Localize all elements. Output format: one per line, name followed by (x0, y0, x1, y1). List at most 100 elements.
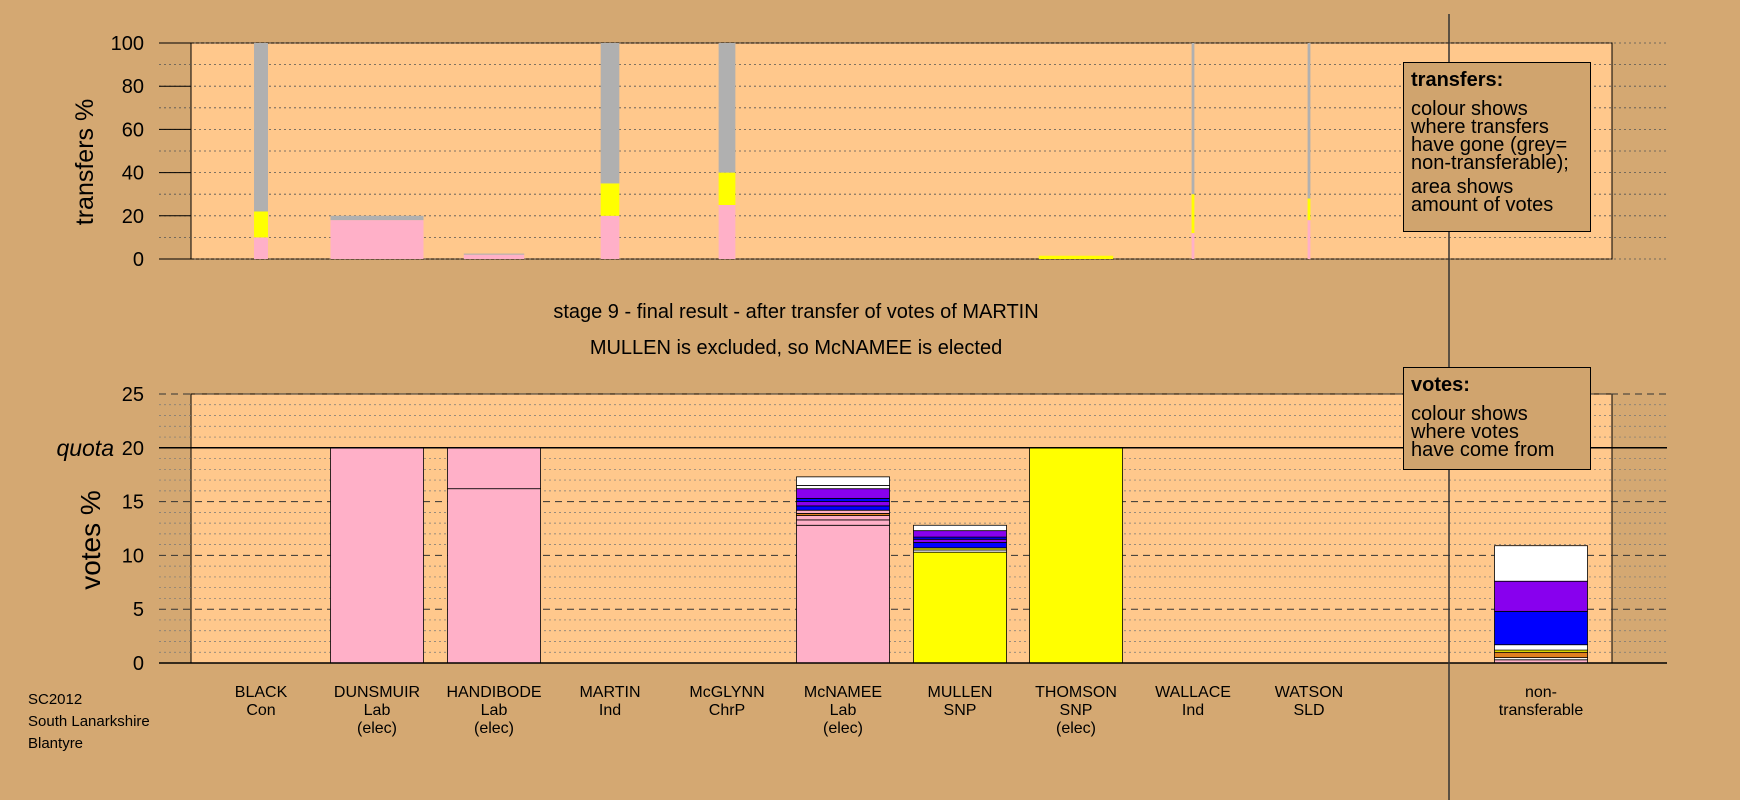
quota-label: quota (56, 435, 114, 461)
vote-bar-non-transferable (1494, 644, 1588, 651)
transfer-bar-martin (600, 43, 620, 184)
candidate-party: Lab (481, 702, 508, 719)
vote-bar-non-transferable (1494, 610, 1588, 646)
nontransferable-label: non- (1525, 684, 1557, 701)
transfers-ytick-label: 0 (133, 249, 144, 271)
vote-bar-mullen (913, 524, 1007, 532)
legend-transfers: transfers: colour shows where transfers … (1403, 62, 1591, 232)
transfers-ytick-label: 20 (122, 206, 144, 228)
candidate-name: WATSON (1275, 684, 1343, 701)
legend-transfers-text-1: colour shows where transfers have gone (… (1411, 98, 1569, 174)
votes-ytick-label: 5 (133, 599, 144, 621)
footer-council: South Lanarkshire (28, 713, 150, 730)
legend-transfers-text-2: area shows amount of votes (1411, 176, 1554, 216)
legend-votes-text: colour shows where votes have come from (1411, 403, 1555, 461)
transfers-axis-label: transfers % (71, 99, 99, 225)
vote-bar-handibode (447, 488, 541, 664)
stage-result: MULLEN is excluded, so McNAMEE is electe… (590, 337, 1002, 359)
stage-title: stage 9 - final result - after transfer … (553, 301, 1038, 323)
vote-bar-mcnamee (796, 524, 890, 664)
footer-election: SC2012 (28, 691, 83, 708)
transfer-bar-mcglynn (718, 172, 736, 205)
candidate-party: Con (246, 702, 275, 719)
candidate-party: SLD (1293, 702, 1324, 719)
votes-ytick-label: 20 (122, 438, 144, 460)
transfer-bar-watson (1307, 220, 1311, 259)
legend-transfers-title: transfers: (1411, 69, 1504, 91)
vote-bar-mcnamee (796, 509, 890, 514)
vote-bar-mcnamee (796, 476, 890, 486)
vote-bar-mullen (913, 542, 1007, 549)
votes-ytick-label: 25 (122, 384, 144, 406)
vote-bar-mcnamee (796, 519, 890, 526)
votes-ytick-label: 0 (133, 653, 144, 675)
candidate-party: Ind (599, 702, 621, 719)
candidate-name: THOMSON (1035, 684, 1117, 701)
vote-bar-mcnamee (796, 515, 890, 521)
transfer-bar-handibode (463, 254, 525, 259)
votes-plot-area (190, 393, 1613, 664)
vote-bar-thomson (1029, 447, 1123, 664)
candidate-name: DUNSMUIR (334, 684, 420, 701)
transfer-bar-dunsmuir (330, 220, 424, 259)
candidate-name: BLACK (235, 684, 288, 701)
transfer-bar-martin (600, 183, 620, 216)
transfer-bar-wallace (1191, 194, 1195, 234)
transfers-ytick-label: 80 (122, 76, 144, 98)
candidate-party: ChrP (709, 702, 745, 719)
transfer-bar-thomson (1038, 255, 1114, 259)
transfer-bar-wallace (1191, 233, 1195, 259)
vote-bar-non-transferable (1494, 545, 1588, 582)
transfer-bar-wallace (1191, 43, 1195, 195)
transfer-bar-mcglynn (718, 43, 736, 173)
transfer-bar-mcglynn (718, 205, 736, 259)
candidate-name: MARTIN (579, 684, 640, 701)
candidate-party: Ind (1182, 702, 1204, 719)
vote-bar-mullen (913, 551, 1007, 664)
candidate-elected-note: (elec) (474, 720, 514, 737)
candidate-party: SNP (944, 702, 977, 719)
vote-bar-mcnamee (796, 488, 890, 499)
vote-bar-non-transferable (1494, 651, 1588, 659)
vote-bar-dunsmuir (330, 447, 424, 664)
candidate-name: WALLACE (1155, 684, 1231, 701)
legend-votes: votes: colour shows where votes have com… (1403, 367, 1591, 470)
transfer-bar-black (254, 237, 268, 259)
votes-axis-label: votes % (75, 490, 106, 590)
transfer-bar-watson (1307, 198, 1311, 221)
transfer-bar-martin (600, 215, 620, 259)
vote-bar-non-transferable (1494, 580, 1588, 612)
vote-bar-handibode (447, 447, 541, 490)
vote-bar-mullen (913, 538, 1007, 543)
transfer-bar-handibode (463, 253, 525, 255)
transfer-bar-black (254, 43, 268, 212)
candidate-elected-note: (elec) (357, 720, 397, 737)
transfers-ytick-label: 40 (122, 163, 144, 185)
candidate-party: Lab (830, 702, 857, 719)
footer-ward: Blantyre (28, 735, 84, 752)
vote-bar-mcnamee (796, 501, 890, 507)
candidate-party: SNP (1060, 702, 1093, 719)
transfer-bar-dunsmuir (330, 215, 424, 221)
transfer-bar-watson (1307, 43, 1311, 199)
transfer-bar-black (254, 211, 268, 238)
candidate-name: HANDIBODE (446, 684, 541, 701)
candidate-party: Lab (364, 702, 391, 719)
vote-bar-mcnamee (796, 485, 890, 490)
votes-ytick-label: 10 (122, 545, 144, 567)
votes-ytick-label: 15 (122, 492, 144, 514)
legend-votes-title: votes: (1411, 374, 1470, 396)
candidate-elected-note: (elec) (1056, 720, 1096, 737)
candidate-name: MULLEN (928, 684, 993, 701)
candidate-elected-note: (elec) (823, 720, 863, 737)
vote-bar-mullen (913, 530, 1007, 538)
candidate-name: McNAMEE (804, 684, 882, 701)
transfers-ytick-label: 60 (122, 119, 144, 141)
vote-bar-mcnamee (796, 505, 890, 511)
transfers-ytick-label: 100 (111, 33, 144, 55)
nontransferable-label: transferable (1499, 702, 1584, 719)
candidate-name: McGLYNN (689, 684, 764, 701)
vote-bar-mcnamee (796, 497, 890, 503)
